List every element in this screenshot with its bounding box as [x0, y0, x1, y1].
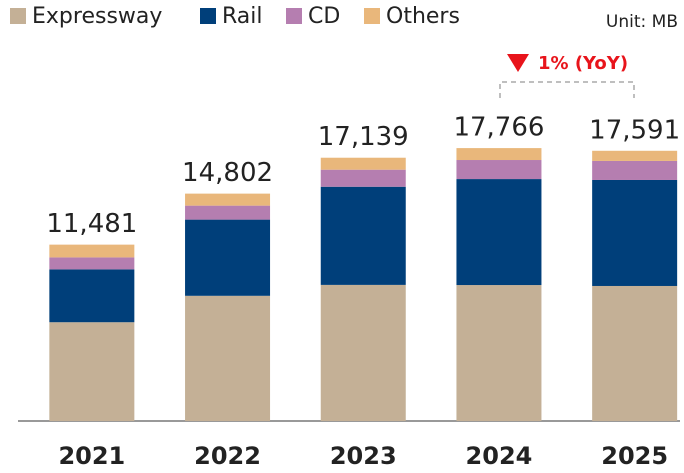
- bar-segment: [592, 285, 678, 421]
- legend-swatch: [364, 8, 380, 24]
- legend-label: Others: [386, 4, 460, 29]
- bar-segment: [592, 150, 678, 161]
- legend-label: Rail: [222, 4, 263, 29]
- legend-swatch: [10, 8, 26, 24]
- bar-segment: [456, 160, 542, 180]
- legend-label: CD: [308, 4, 340, 29]
- x-tick-label: 2022: [194, 442, 261, 470]
- bar-segment: [49, 269, 135, 323]
- total-label: 17,591: [589, 115, 680, 145]
- bar-segment: [456, 285, 542, 421]
- bar-segment: [185, 295, 271, 421]
- x-tick-label: 2021: [58, 442, 125, 470]
- bar-segment: [320, 157, 406, 170]
- bar-segment: [592, 179, 678, 286]
- bar-segment: [185, 193, 271, 206]
- legend-swatch: [200, 8, 216, 24]
- bar-segment: [49, 322, 135, 421]
- bar-segment: [320, 284, 406, 421]
- x-tick-label: 2025: [601, 442, 668, 470]
- bar-segment: [320, 186, 406, 285]
- bar-segment: [320, 169, 406, 187]
- bar-segment: [185, 219, 271, 296]
- bar-segment: [185, 205, 271, 220]
- bar-segment: [49, 257, 135, 270]
- yoy-annotation: 1% (YoY): [538, 53, 628, 74]
- bar-segment: [456, 179, 542, 286]
- down-arrow: [507, 54, 529, 72]
- total-label: 17,766: [453, 113, 544, 143]
- legend-swatch: [286, 8, 302, 24]
- legend-label: Expressway: [32, 4, 162, 29]
- x-tick-label: 2023: [330, 442, 397, 470]
- x-tick-label: 2024: [466, 442, 533, 470]
- total-label: 11,481: [46, 209, 137, 239]
- total-label: 17,139: [318, 122, 409, 152]
- bar-segment: [49, 244, 135, 258]
- total-label: 14,802: [182, 158, 273, 188]
- yoy-bracket: [499, 81, 635, 98]
- bar-segment: [456, 148, 542, 161]
- unit-label: Unit: MB: [606, 12, 678, 32]
- bar-segment: [592, 160, 678, 180]
